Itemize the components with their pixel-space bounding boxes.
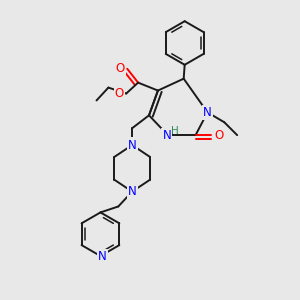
Text: N: N <box>128 139 136 152</box>
Text: N: N <box>203 106 212 119</box>
Text: N: N <box>98 250 107 263</box>
Text: N: N <box>163 129 171 142</box>
Text: H: H <box>171 126 178 136</box>
Text: O: O <box>116 62 125 75</box>
Text: O: O <box>215 129 224 142</box>
Text: O: O <box>115 87 124 100</box>
Text: N: N <box>128 185 136 198</box>
